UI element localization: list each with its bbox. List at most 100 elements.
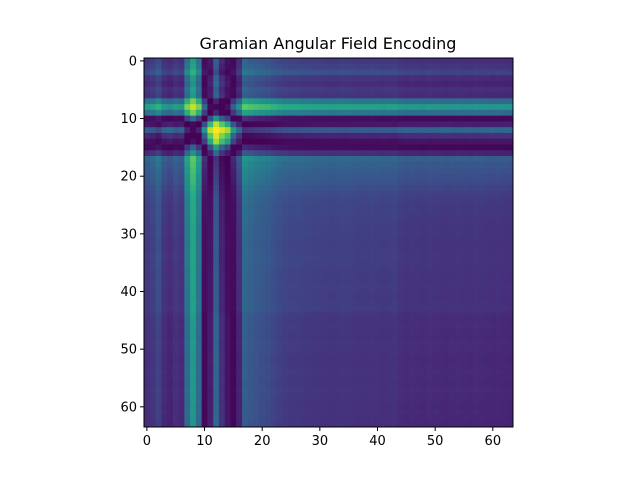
heatmap-cell: [311, 306, 317, 312]
heatmap-cell: [392, 387, 398, 393]
heatmap-cell: [421, 162, 427, 168]
heatmap-cell: [219, 81, 225, 87]
heatmap-cell: [507, 404, 513, 410]
heatmap-cell: [467, 346, 473, 352]
heatmap-cell: [375, 162, 381, 168]
heatmap-cell: [427, 162, 433, 168]
heatmap-cell: [173, 110, 179, 116]
heatmap-cell: [467, 121, 473, 127]
heatmap-cell: [202, 214, 208, 220]
heatmap-cell: [357, 116, 363, 122]
heatmap-cell: [161, 341, 167, 347]
heatmap-cell: [340, 358, 346, 364]
heatmap-cell: [277, 93, 283, 99]
heatmap-cell: [294, 127, 300, 133]
heatmap-cell: [213, 87, 219, 93]
heatmap-cell: [421, 248, 427, 254]
heatmap-cell: [190, 335, 196, 341]
heatmap-cell: [496, 185, 502, 191]
heatmap-cell: [305, 162, 311, 168]
heatmap-cell: [380, 150, 386, 156]
heatmap-cell: [421, 410, 427, 416]
heatmap-cell: [334, 271, 340, 277]
heatmap-cell: [363, 75, 369, 81]
heatmap-cell: [461, 185, 467, 191]
heatmap-cell: [386, 392, 392, 398]
heatmap-cell: [219, 410, 225, 416]
heatmap-cell: [501, 168, 507, 174]
heatmap-cell: [150, 271, 156, 277]
heatmap-cell: [415, 277, 421, 283]
heatmap-cell: [496, 381, 502, 387]
heatmap-cell: [271, 133, 277, 139]
heatmap-cell: [398, 312, 404, 318]
heatmap-cell: [484, 254, 490, 260]
heatmap-cell: [363, 237, 369, 243]
heatmap-cell: [288, 116, 294, 122]
heatmap-cell: [207, 202, 213, 208]
heatmap-cell: [305, 323, 311, 329]
heatmap-cell: [484, 260, 490, 266]
heatmap-cell: [478, 421, 484, 427]
heatmap-cell: [317, 70, 323, 76]
heatmap-cell: [282, 93, 288, 99]
heatmap-cell: [473, 254, 479, 260]
heatmap-cell: [167, 410, 173, 416]
heatmap-cell: [352, 254, 358, 260]
heatmap-cell: [398, 81, 404, 87]
heatmap-cell: [219, 150, 225, 156]
heatmap-cell: [427, 70, 433, 76]
heatmap-cell: [242, 208, 248, 214]
heatmap-cell: [207, 116, 213, 122]
heatmap-cell: [190, 81, 196, 87]
heatmap-cell: [300, 392, 306, 398]
heatmap-cell: [421, 64, 427, 70]
heatmap-cell: [501, 144, 507, 150]
heatmap-cell: [363, 410, 369, 416]
heatmap-cell: [179, 243, 185, 249]
heatmap-cell: [300, 127, 306, 133]
heatmap-cell: [167, 352, 173, 358]
heatmap-cell: [288, 93, 294, 99]
heatmap-cell: [375, 58, 381, 64]
heatmap-cell: [473, 214, 479, 220]
heatmap-cell: [375, 185, 381, 191]
heatmap-cell: [386, 404, 392, 410]
heatmap-cell: [300, 219, 306, 225]
heatmap-cell: [501, 398, 507, 404]
heatmap-cell: [173, 300, 179, 306]
heatmap-cell: [369, 248, 375, 254]
heatmap-cell: [179, 352, 185, 358]
heatmap-cell: [144, 168, 150, 174]
heatmap-cell: [184, 75, 190, 81]
heatmap-cell: [277, 358, 283, 364]
heatmap-cell: [242, 346, 248, 352]
heatmap-cell: [409, 87, 415, 93]
heatmap-cell: [329, 225, 335, 231]
heatmap-cell: [363, 312, 369, 318]
heatmap-cell: [507, 93, 513, 99]
heatmap-cell: [294, 364, 300, 370]
heatmap-cell: [484, 289, 490, 295]
heatmap-cell: [375, 87, 381, 93]
heatmap-cell: [254, 404, 260, 410]
heatmap-cell: [467, 410, 473, 416]
heatmap-cell: [271, 58, 277, 64]
heatmap-cell: [271, 254, 277, 260]
heatmap-cell: [248, 415, 254, 421]
heatmap-cell: [248, 98, 254, 104]
heatmap-cell: [363, 364, 369, 370]
heatmap-cell: [288, 306, 294, 312]
heatmap-cell: [340, 248, 346, 254]
heatmap-cell: [282, 329, 288, 335]
heatmap-cell: [334, 312, 340, 318]
heatmap-cell: [444, 352, 450, 358]
heatmap-cell: [254, 352, 260, 358]
heatmap-cell: [478, 300, 484, 306]
heatmap-cell: [150, 277, 156, 283]
heatmap-cell: [334, 421, 340, 427]
heatmap-cell: [427, 139, 433, 145]
heatmap-cell: [190, 271, 196, 277]
heatmap-cell: [455, 139, 461, 145]
heatmap-cell: [352, 202, 358, 208]
